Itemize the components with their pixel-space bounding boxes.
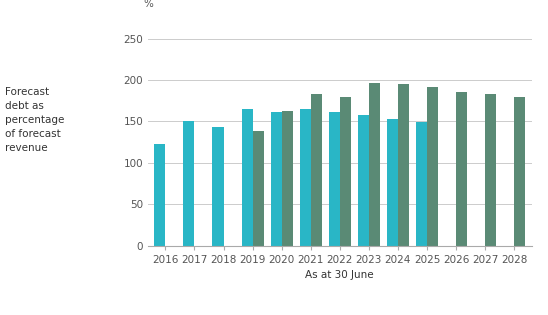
Bar bbox=[155, 144, 165, 246]
Bar bbox=[369, 83, 380, 246]
Bar bbox=[253, 130, 264, 246]
Bar bbox=[358, 115, 369, 246]
X-axis label: As at 30 June: As at 30 June bbox=[305, 270, 374, 280]
Bar bbox=[387, 119, 398, 246]
Bar bbox=[184, 122, 195, 246]
Bar bbox=[311, 94, 322, 246]
Bar bbox=[485, 94, 496, 246]
Bar bbox=[213, 127, 224, 246]
Bar bbox=[329, 112, 340, 246]
Bar bbox=[340, 97, 351, 246]
Bar bbox=[427, 87, 438, 246]
Bar bbox=[456, 92, 467, 246]
Bar bbox=[242, 109, 253, 246]
Bar bbox=[398, 84, 409, 246]
Bar bbox=[300, 109, 311, 246]
Bar bbox=[416, 122, 427, 246]
Bar bbox=[514, 97, 525, 246]
Bar bbox=[282, 111, 293, 246]
Text: Forecast
debt as
percentage
of forecast
revenue: Forecast debt as percentage of forecast … bbox=[5, 87, 65, 153]
Bar bbox=[271, 112, 282, 246]
Text: %: % bbox=[143, 0, 153, 9]
